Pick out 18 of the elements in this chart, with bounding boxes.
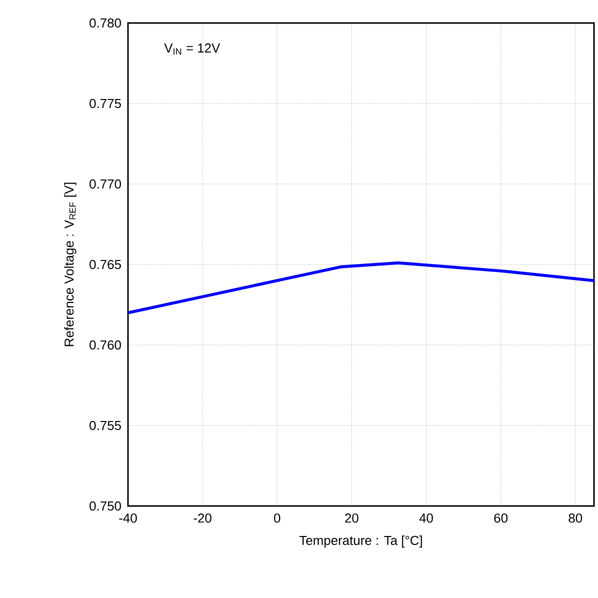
y-tick-label: 0.760 bbox=[90, 340, 121, 350]
y-tick-label: 0.780 bbox=[90, 18, 121, 28]
x-tick-label: -20 bbox=[194, 514, 212, 523]
x-axis-title: Temperature : Ta [°C] bbox=[299, 535, 422, 548]
y-tick-label: 0.765 bbox=[90, 260, 121, 270]
x-tick-label: -40 bbox=[119, 514, 137, 523]
x-tick-label: 60 bbox=[494, 514, 508, 523]
y-tick-label: 0.755 bbox=[90, 420, 121, 430]
y-tick-label: 0.770 bbox=[90, 179, 121, 189]
y-tick-label: 0.750 bbox=[90, 501, 121, 511]
y-tick-label: 0.775 bbox=[90, 98, 121, 108]
x-tick-label: 0 bbox=[274, 514, 280, 523]
x-tick-label: 40 bbox=[419, 514, 433, 523]
x-tick-label: 20 bbox=[345, 514, 358, 523]
annotation: V$_{IN}$ = 12V bbox=[164, 43, 220, 55]
x-tick-label: 80 bbox=[568, 514, 582, 523]
y-axis-title: Reference Voltage : V$_{REF}$ [V] bbox=[64, 182, 76, 346]
line-series bbox=[128, 261, 594, 314]
